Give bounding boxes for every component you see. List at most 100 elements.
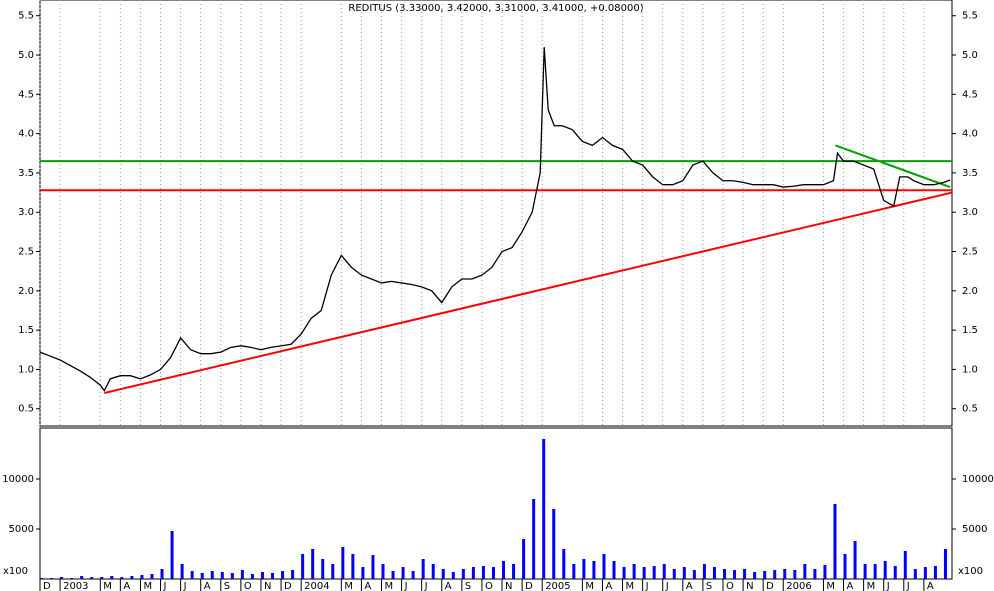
- volume-bar: [753, 572, 757, 579]
- volume-bar: [391, 571, 395, 579]
- x-tick-label: J: [645, 581, 649, 591]
- volume-bar: [662, 564, 666, 579]
- volume-bar: [471, 567, 475, 579]
- x-tick-label: A: [364, 581, 371, 591]
- x-tick-label: J: [424, 581, 428, 591]
- x-tick-label: M: [585, 581, 594, 591]
- y-tick-label: 3.0: [18, 207, 34, 218]
- volume-bar: [903, 551, 907, 579]
- volume-bar: [682, 567, 686, 579]
- volume-bar: [562, 549, 566, 579]
- volume-bar: [692, 570, 696, 579]
- volume-bar: [361, 567, 365, 579]
- volume-bar: [833, 504, 837, 579]
- volume-bar: [80, 576, 84, 579]
- volume-bar: [883, 561, 887, 579]
- y-tick-label: 3.5: [962, 168, 978, 179]
- volume-bar: [190, 571, 194, 579]
- y-tick-label: 0.5: [18, 404, 34, 415]
- volume-bar: [90, 577, 94, 579]
- x-tick-label: A: [123, 581, 130, 591]
- x-tick-label: O: [726, 581, 734, 591]
- x-tick-label: D: [525, 581, 533, 591]
- x-tick-label: A: [847, 581, 854, 591]
- volume-bar: [40, 578, 43, 579]
- y-tick-label: 1.5: [18, 325, 34, 336]
- volume-bar: [421, 559, 425, 579]
- volume-bar: [702, 564, 706, 579]
- volume-bar: [411, 571, 415, 579]
- x-tick-label: S: [224, 581, 230, 591]
- volume-bar: [481, 566, 485, 579]
- volume-bar: [853, 541, 857, 579]
- y-tick-label: 2.0: [18, 286, 34, 297]
- volume-bar: [140, 575, 144, 579]
- volume-bar: [130, 576, 134, 579]
- x-tick-label: D: [43, 581, 51, 591]
- x-tick-label: S: [465, 581, 471, 591]
- volume-bar: [793, 570, 797, 579]
- y-tick-label: 3.5: [18, 168, 34, 179]
- y-tick-label: 1.0: [962, 364, 978, 375]
- volume-bar: [291, 570, 295, 579]
- volume-bar: [321, 559, 325, 579]
- volume-bar: [60, 577, 64, 579]
- volume-bar: [512, 564, 516, 579]
- x-tick-label: O: [485, 581, 493, 591]
- volume-bar: [491, 567, 495, 579]
- volume-bar: [431, 564, 435, 579]
- volume-bar: [311, 549, 315, 579]
- volume-bar: [301, 554, 305, 579]
- x-tick-label: A: [605, 581, 612, 591]
- x-tick-label: A: [445, 581, 452, 591]
- volume-bar: [180, 564, 184, 579]
- x-tick-label: 2004: [304, 581, 329, 591]
- volume-frame: [39, 427, 953, 580]
- volume-bar: [803, 564, 807, 579]
- x-tick-label: 2006: [786, 581, 811, 591]
- y-tick-label: 0.5: [962, 404, 978, 415]
- volume-bar: [582, 559, 586, 579]
- volume-bar: [250, 574, 254, 579]
- y-tick-label: 4.5: [962, 89, 978, 100]
- volume-bar: [602, 554, 606, 579]
- y-tick-label: 3.0: [962, 207, 978, 218]
- volume-bar: [933, 566, 937, 579]
- volume-bar: [913, 569, 917, 579]
- volume-bar: [230, 573, 234, 579]
- volume-bar: [70, 578, 74, 579]
- y-tick-label: 1.0: [18, 364, 34, 375]
- trend-line: [104, 191, 953, 394]
- x-tick-label: J: [886, 581, 890, 591]
- x-tick-label: 2003: [63, 581, 88, 591]
- volume-bar: [642, 567, 646, 579]
- x-tick-label: O: [244, 581, 252, 591]
- y-tick-label: 1.5: [962, 325, 978, 336]
- volume-bar: [733, 570, 737, 579]
- volume-bar: [170, 531, 174, 579]
- x-tick-label: A: [204, 581, 211, 591]
- volume-bar: [401, 567, 405, 579]
- volume-bar: [271, 573, 275, 579]
- y-tick-label: 4.5: [18, 89, 34, 100]
- volume-bar: [572, 564, 576, 579]
- x-tick-label: J: [163, 581, 167, 591]
- volume-bar: [331, 564, 335, 579]
- unit-label: x100: [3, 566, 28, 577]
- volume-bar: [893, 566, 897, 579]
- volume-bar: [532, 499, 536, 579]
- y-tick-label: 5.5: [962, 11, 978, 22]
- x-tick-label: N: [746, 581, 753, 591]
- x-tick-label: N: [505, 581, 512, 591]
- y-tick-label: 5000: [9, 524, 34, 535]
- y-tick-label: 5000: [962, 524, 987, 535]
- x-tick-label: J: [906, 581, 910, 591]
- x-tick-label: J: [404, 581, 408, 591]
- volume-bar: [542, 439, 546, 579]
- volume-bar: [522, 539, 526, 579]
- x-tick-label: N: [264, 581, 271, 591]
- x-tick-label: M: [384, 581, 393, 591]
- volume-bar: [612, 561, 616, 579]
- volume-bar: [943, 549, 947, 579]
